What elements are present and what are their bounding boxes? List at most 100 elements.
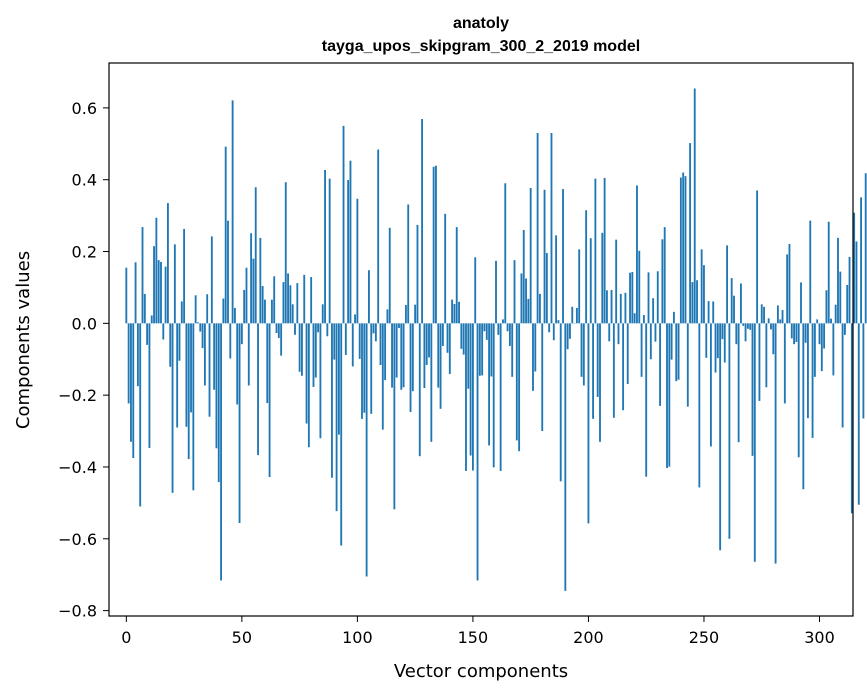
bar-195 bbox=[575, 307, 578, 324]
bar-25 bbox=[183, 228, 186, 324]
bar-286 bbox=[786, 254, 789, 324]
bar-35 bbox=[206, 294, 209, 324]
bar-289 bbox=[793, 323, 796, 345]
bar-24 bbox=[180, 301, 183, 324]
bar-154 bbox=[481, 323, 484, 376]
bar-6 bbox=[139, 323, 142, 507]
bar-160 bbox=[495, 260, 497, 324]
bar-223 bbox=[640, 323, 643, 377]
bar-115 bbox=[391, 323, 393, 388]
bar-288 bbox=[790, 323, 793, 339]
bar-177 bbox=[534, 323, 537, 372]
bar-124 bbox=[411, 323, 414, 392]
bar-9 bbox=[146, 323, 149, 345]
bar-314 bbox=[850, 323, 853, 514]
bar-294 bbox=[804, 323, 807, 343]
bar-259 bbox=[723, 323, 726, 363]
bar-298 bbox=[813, 323, 816, 377]
bar-147 bbox=[465, 323, 467, 471]
bar-186 bbox=[555, 235, 558, 324]
bar-19 bbox=[169, 323, 172, 367]
bar-44 bbox=[227, 220, 229, 324]
bar-66 bbox=[277, 323, 280, 339]
chart-title: anatoly bbox=[453, 15, 509, 32]
bar-282 bbox=[776, 305, 779, 324]
bar-53 bbox=[247, 323, 250, 386]
bar-82 bbox=[314, 323, 317, 378]
y-axis-ticks: −0.8 −0.6 −0.4 −0.2 0.0 0.2 0.4 0.6 bbox=[58, 99, 109, 621]
y-tick-label: 0.2 bbox=[72, 243, 97, 262]
bar-104 bbox=[365, 323, 368, 577]
bar-204 bbox=[596, 323, 599, 397]
bar-316 bbox=[855, 241, 858, 324]
bar-10 bbox=[148, 323, 151, 448]
bar-149 bbox=[469, 323, 472, 456]
bar-68 bbox=[282, 282, 285, 324]
bar-119 bbox=[400, 323, 403, 390]
bar-72 bbox=[291, 304, 294, 324]
bar-50 bbox=[240, 323, 243, 345]
bar-213 bbox=[617, 323, 620, 345]
bar-48 bbox=[236, 323, 239, 405]
bar-199 bbox=[585, 210, 588, 324]
bar-179 bbox=[539, 293, 541, 324]
bar-137 bbox=[441, 323, 444, 346]
bar-84 bbox=[319, 323, 322, 439]
bar-250 bbox=[703, 265, 705, 324]
bar-153 bbox=[478, 323, 481, 376]
bar-18 bbox=[167, 203, 169, 324]
bar-105 bbox=[368, 270, 370, 324]
bar-157 bbox=[488, 323, 491, 446]
bar-272 bbox=[753, 323, 756, 562]
bar-255 bbox=[714, 323, 717, 373]
bar-220 bbox=[633, 313, 636, 324]
bar-110 bbox=[379, 323, 382, 365]
bar-168 bbox=[513, 260, 516, 324]
bar-266 bbox=[740, 283, 742, 324]
x-tick-label: 100 bbox=[342, 628, 373, 647]
bar-317 bbox=[857, 323, 860, 505]
bar-7 bbox=[141, 227, 144, 324]
bar-242 bbox=[684, 176, 687, 324]
bar-291 bbox=[797, 323, 800, 458]
bar-257 bbox=[719, 323, 722, 551]
bar-309 bbox=[839, 271, 842, 324]
bar-58 bbox=[259, 237, 262, 324]
bar-175 bbox=[529, 187, 532, 324]
plot-frame bbox=[108, 62, 854, 617]
bar-106 bbox=[370, 323, 373, 414]
bar-234 bbox=[666, 323, 668, 469]
bar-261 bbox=[728, 323, 731, 539]
bar-127 bbox=[418, 323, 421, 457]
y-tick-label: 0.6 bbox=[72, 99, 97, 118]
bar-270 bbox=[749, 323, 752, 330]
bar-26 bbox=[185, 323, 188, 427]
bar-76 bbox=[301, 323, 303, 376]
bar-143 bbox=[455, 227, 458, 324]
bar-122 bbox=[407, 204, 410, 324]
bar-224 bbox=[642, 315, 645, 324]
bar-225 bbox=[645, 323, 648, 477]
bar-85 bbox=[321, 304, 324, 324]
bar-235 bbox=[668, 323, 671, 467]
bar-301 bbox=[820, 323, 823, 372]
bar-55 bbox=[252, 258, 255, 324]
bar-174 bbox=[527, 298, 530, 324]
bar-1 bbox=[127, 323, 130, 404]
bar-111 bbox=[381, 323, 384, 430]
bars bbox=[125, 88, 867, 591]
bar-284 bbox=[781, 310, 784, 324]
bar-203 bbox=[594, 178, 597, 324]
bar-178 bbox=[536, 133, 539, 324]
bar-57 bbox=[257, 323, 259, 456]
bar-196 bbox=[578, 249, 581, 324]
bar-65 bbox=[275, 323, 278, 334]
bar-185 bbox=[552, 323, 555, 341]
bar-227 bbox=[649, 323, 652, 360]
bar-297 bbox=[811, 323, 814, 438]
bar-45 bbox=[229, 323, 232, 359]
bar-202 bbox=[592, 323, 594, 419]
bar-33 bbox=[201, 323, 204, 349]
bar-193 bbox=[571, 306, 574, 324]
